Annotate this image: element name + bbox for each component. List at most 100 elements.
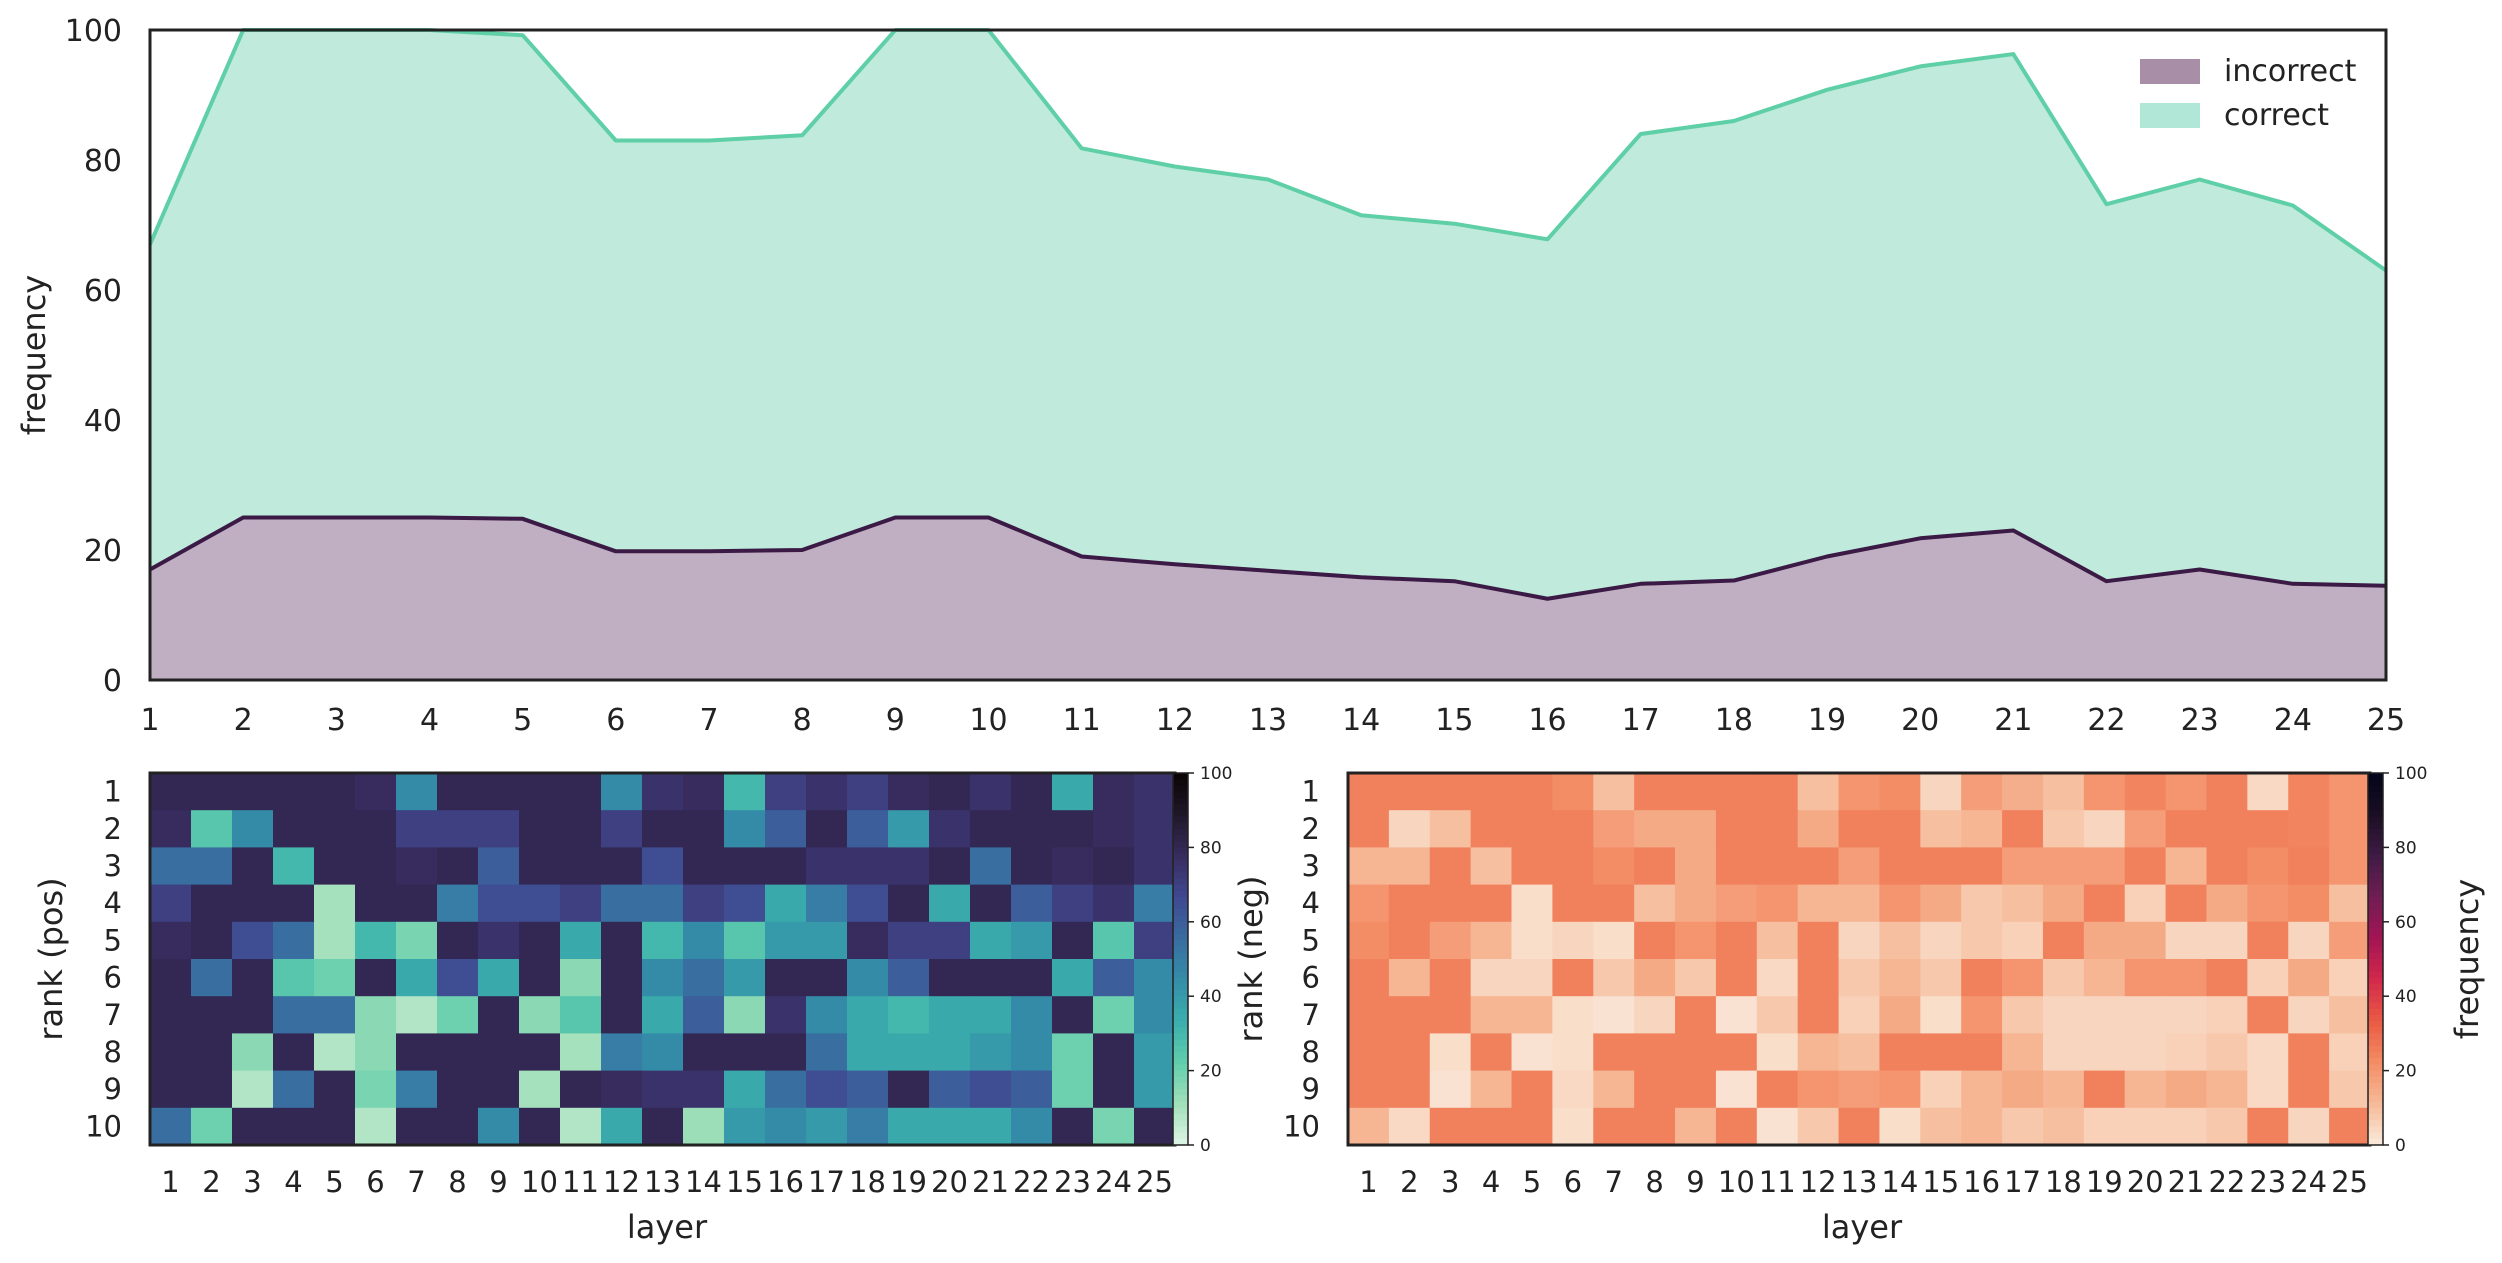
heatmap-cell [273,884,315,923]
colorbar-segment [1173,1089,1188,1096]
heatmap-cell [1052,996,1094,1034]
heatmap-cell [355,996,397,1034]
heatmap-x-tick-label: 16 [1963,1165,2000,1199]
colorbar-segment [2368,897,2383,904]
heatmap-cell [1675,1107,1717,1146]
x-axis-ticks: 1 2 3 4 5 6 7 8 9 10 11 12 13 14 15 16 17 18 19 20 21 22 23 24 2… [140,703,2405,738]
heatmap-cell [2329,847,2371,886]
heatmap-y-tick-label: 5 [1302,923,1320,957]
heatmap-cell [765,847,807,886]
heatmap-cell [1470,1070,1513,1109]
colorbar-segment [1173,804,1188,811]
colorbar-segment [2368,773,2383,780]
colorbar-tick-label: 100 [2395,764,2427,784]
heatmap-cell [2083,921,2126,960]
plot-frame [148,28,2388,682]
heatmap-cell [1593,773,1635,811]
heatmap-cell [1552,996,1594,1034]
heatmap-cell [2124,1033,2167,1072]
heatmap-cell [1675,996,1717,1034]
heatmap-cell [1879,996,1921,1034]
heatmap-cell [2329,1033,2371,1072]
heatmap-cell [273,1070,315,1109]
heatmap-cell [1797,959,1840,997]
heatmap-cell [560,810,602,848]
heatmap-cell [1093,847,1135,886]
heatmap-x-tick-label: 10 [1718,1165,1755,1199]
heatmap-cell [1715,773,1758,811]
colorbar-segment [2368,921,2383,929]
colorbar-tick-label: 0 [2395,1136,2406,1156]
heatmap-cell [1961,1033,2003,1072]
heatmap-cell [1093,773,1135,811]
colorbar-segment [1173,1070,1188,1078]
heatmap-cell [2002,921,2044,960]
heatmap-cell [2329,996,2371,1034]
colorbar-segment [1173,1095,1188,1103]
heatmap-cell [273,773,315,811]
heatmap-cell [1552,1107,1594,1146]
heatmap-cell [1797,847,1840,886]
heatmap-cell [683,1033,725,1072]
colorbar-segment [1173,1120,1188,1127]
colorbar-segment [1173,785,1188,793]
heatmap-x-tick-label: 18 [849,1165,886,1199]
heatmap-cell [601,773,643,811]
heatmap-cell [1756,1033,1799,1072]
heatmap-cell [888,1033,930,1072]
colorbar: 0 20 40 60 80 100 [2367,764,2427,1156]
colorbar-segment [1173,853,1188,861]
heatmap-cell [1756,847,1799,886]
heatmap-cell [314,996,356,1034]
heatmap-cell [765,1033,807,1072]
heatmap-neg: 1 2 3 4 5 6 7 8 9 10 11 12 13 14 15 16 17 18 19 20 21 22 23 24 2… [1232,764,2486,1246]
heatmap-cell [1511,884,1553,923]
heatmap-cell [2083,884,2126,923]
heatmap-cell [1756,921,1799,960]
heatmap-cell [724,1070,766,1109]
heatmap-cell [1052,959,1094,997]
heatmap-x-tick-label: 3 [243,1165,261,1199]
heatmap-cell [2124,921,2167,960]
colorbar-segment [2368,1083,2383,1090]
heatmap-cell [1511,959,1553,997]
colorbar-segment [2368,952,2383,960]
heatmap-cell [1756,1070,1799,1109]
colorbar-segment [2368,1002,2383,1010]
heatmap-cell [2288,921,2330,960]
colorbar-segment [2368,810,2383,817]
x-tick-label: 14 [1342,703,1380,738]
heatmap-y-tick-label: 10 [85,1109,122,1143]
heatmap-cell [2124,847,2167,886]
heatmap-cell [1470,1107,1513,1146]
heatmap-x-tick-label: 9 [489,1165,507,1199]
heatmap-cell [929,773,971,811]
heatmap-cell [888,959,930,997]
heatmap-cell [2206,810,2248,848]
heatmap-cell [1634,1033,1676,1072]
heatmap-cell [437,1033,479,1072]
heatmap-cell [1348,810,1390,848]
heatmap-cell [1920,1033,1962,1072]
heatmap-cell [519,959,561,997]
heatmap-cell [314,773,356,811]
colorbar-segment [1173,928,1188,935]
heatmap-cell [2002,996,2044,1034]
colorbar-segment [1173,1008,1188,1016]
heatmap-cell [642,959,684,997]
heatmap-cell [1348,773,1390,811]
heatmap-cell [1961,810,2003,848]
heatmap-cell [519,1107,561,1146]
heatmap-cell [1134,959,1176,997]
colorbar-segment [2368,866,2383,873]
heatmap-cell [1797,1107,1840,1146]
heatmap-cell [1429,810,1472,848]
heatmap-x-tick-label: 1 [1359,1165,1377,1199]
colorbar-segment [2368,1008,2383,1016]
heatmap-cell [1511,996,1553,1034]
heatmap-cell [2083,996,2126,1034]
heatmap-cell [2206,884,2248,923]
colorbar-segment [1173,897,1188,904]
heatmap-cell [273,1033,315,1072]
heatmap-cell [1052,847,1094,886]
